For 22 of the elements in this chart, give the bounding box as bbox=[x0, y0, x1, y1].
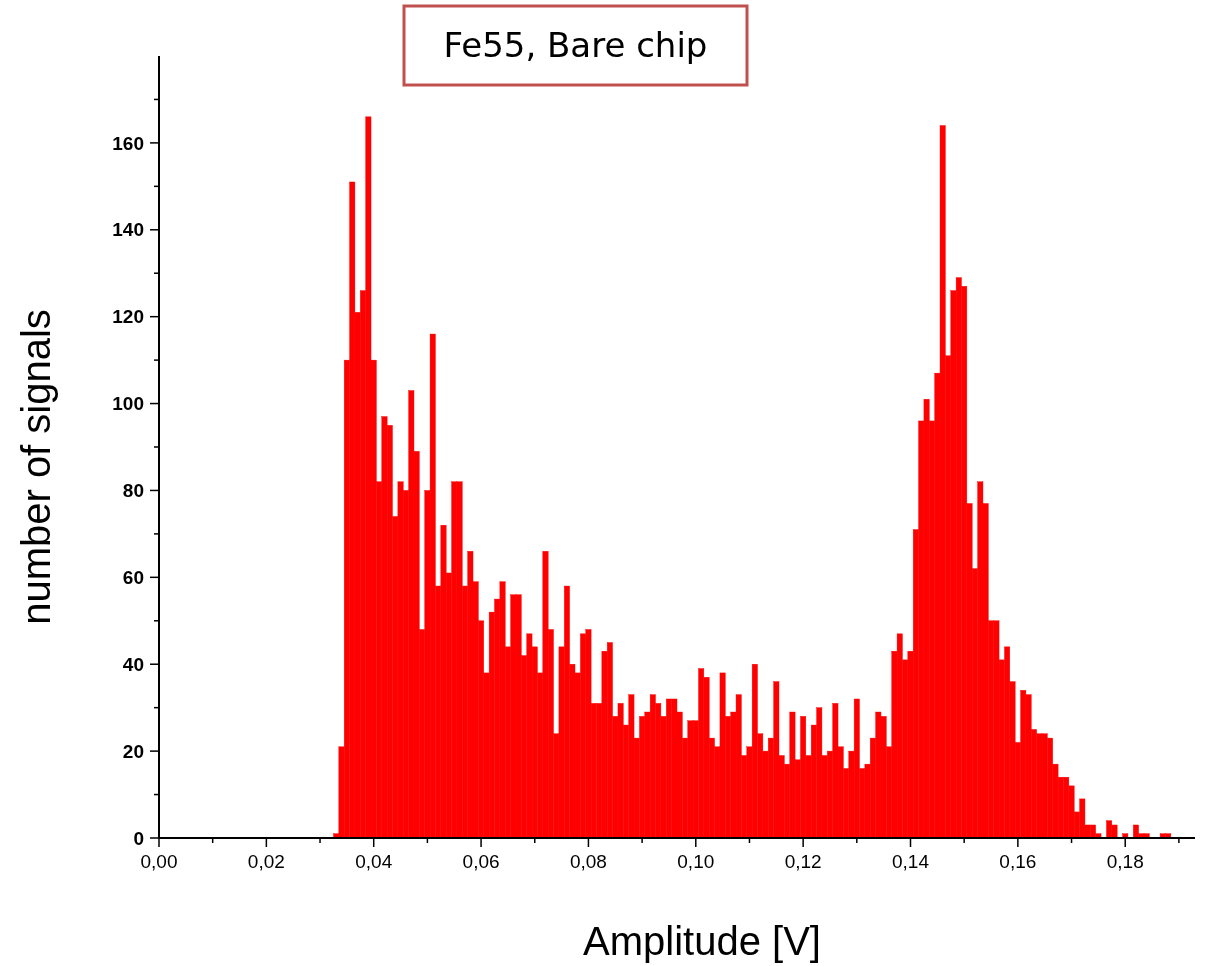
chart-title: Fe55, Bare chip bbox=[443, 25, 708, 65]
x-tick-label: 0,00 bbox=[140, 851, 178, 872]
x-tick-label: 0,06 bbox=[462, 851, 500, 872]
x-tick-label: 0,14 bbox=[892, 851, 930, 872]
y-tick-label: 40 bbox=[122, 653, 144, 675]
x-axis-title: Amplitude [V] bbox=[583, 919, 821, 963]
y-tick-label: 140 bbox=[112, 219, 144, 241]
y-tick-label: 80 bbox=[122, 480, 144, 502]
x-tick-label: 0,10 bbox=[677, 851, 715, 872]
y-tick-label: 100 bbox=[112, 393, 144, 415]
x-tick-label: 0,02 bbox=[247, 851, 285, 872]
y-tick-label: 160 bbox=[112, 132, 144, 154]
x-tick-label: 0,04 bbox=[355, 851, 393, 872]
y-tick-label: 20 bbox=[122, 740, 144, 762]
y-tick-label: 60 bbox=[122, 566, 144, 588]
x-tick-label: 0,12 bbox=[784, 851, 822, 872]
y-axis-title: number of signals bbox=[14, 309, 58, 625]
x-tick-label: 0,08 bbox=[569, 851, 607, 872]
x-tick-label: 0,16 bbox=[999, 851, 1037, 872]
x-tick-label: 0,18 bbox=[1106, 851, 1144, 872]
y-tick-label: 120 bbox=[112, 306, 144, 328]
y-tick-label: 0 bbox=[133, 827, 144, 849]
